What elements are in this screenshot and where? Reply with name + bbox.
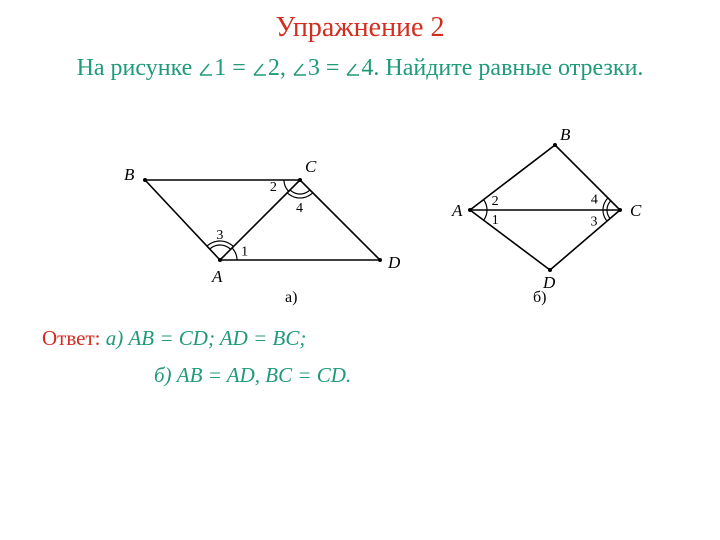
figures-container: A B C D 3 1 2 4 а) A B C D 2 1 4 3 б) <box>0 90 720 320</box>
svg-text:б): б) <box>533 289 546 306</box>
svg-text:1: 1 <box>241 245 248 260</box>
answer-block: Ответ: а) AB = CD; AD = BC; б) AB = AD, … <box>0 320 720 388</box>
svg-text:A: A <box>451 201 463 220</box>
svg-text:D: D <box>387 253 401 272</box>
problem-text-5: 4. Найдите равные отрезки. <box>361 55 643 81</box>
svg-text:C: C <box>630 201 642 220</box>
svg-text:3: 3 <box>591 215 598 230</box>
figure-a: A B C D 3 1 2 4 а) <box>124 157 401 306</box>
angle-symbol-1 <box>198 52 214 84</box>
answer-line-b: б) AB = AD, BC = CD. <box>42 351 720 388</box>
svg-text:C: C <box>305 157 317 176</box>
svg-text:B: B <box>560 125 571 144</box>
problem-text-2: 1 = <box>214 55 252 81</box>
svg-text:4: 4 <box>296 201 303 216</box>
figure-b: ABCD2143б) <box>451 125 642 306</box>
angle-symbol-4 <box>345 52 361 84</box>
svg-text:1: 1 <box>492 213 499 228</box>
svg-text:2: 2 <box>492 194 499 209</box>
figures-svg: A B C D 3 1 2 4 а) A B C D 2 1 4 3 б) <box>0 90 720 320</box>
answer-line-a: а) AB = CD; AD = BC; <box>106 326 307 350</box>
problem-text-4: 3 = <box>308 55 346 81</box>
problem-statement: На рисунке 1 = 2, 3 = 4. Найдите равные … <box>0 44 720 84</box>
problem-text-3: 2, <box>268 55 292 81</box>
angle-symbol-3 <box>292 52 308 84</box>
svg-text:3: 3 <box>216 228 223 243</box>
svg-text:2: 2 <box>270 181 277 196</box>
svg-text:A: A <box>211 267 223 286</box>
problem-text-1: На рисунке <box>77 55 199 81</box>
svg-text:4: 4 <box>591 193 598 208</box>
angle-symbol-2 <box>252 52 268 84</box>
svg-text:B: B <box>124 165 135 184</box>
exercise-title: Упражнение 2 <box>0 0 720 44</box>
answer-label: Ответ: <box>42 326 106 350</box>
svg-text:а): а) <box>285 289 297 306</box>
